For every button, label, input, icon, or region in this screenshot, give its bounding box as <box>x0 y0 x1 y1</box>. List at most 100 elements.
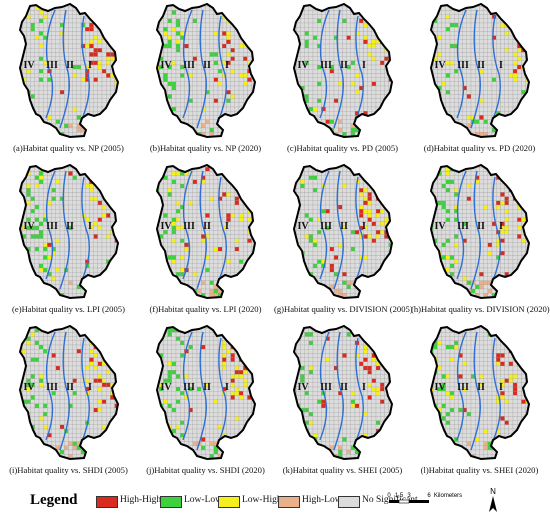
zone-boundary <box>470 170 481 290</box>
panel-caption: (k)Habitat quality vs. SHEI (2005) <box>282 465 403 475</box>
zone-label: III <box>320 382 332 393</box>
zone-label: IV <box>434 382 446 393</box>
region-boundary <box>18 163 120 300</box>
zone-label: II <box>203 382 211 393</box>
region-boundary <box>155 163 257 300</box>
region-boundary <box>429 163 531 300</box>
zone-label: IV <box>297 60 309 71</box>
legend: Legend High-High Low-Low Low-High High-L… <box>0 484 550 516</box>
lisa-cluster-map: IV III II I <box>155 163 257 300</box>
zone-boundary <box>216 176 227 286</box>
zone-boundary <box>333 170 344 290</box>
zone-boundary <box>216 15 227 125</box>
zone-label: III <box>320 221 332 232</box>
panel-caption: (j)Habitat quality vs. SHDI (2020) <box>146 465 265 475</box>
zone-label: IV <box>23 221 35 232</box>
region-boundary <box>429 2 531 139</box>
grid-cells <box>431 165 529 298</box>
region-boundary <box>155 324 257 461</box>
panel-caption: (g)Habitat quality vs. DIVISION (2005) <box>274 304 413 314</box>
zone-boundary <box>182 170 193 280</box>
grid-cells <box>431 326 529 459</box>
zone-boundary <box>182 9 193 119</box>
zone-label: I <box>362 382 366 393</box>
grid-cells <box>157 326 255 459</box>
zone-label: II <box>477 221 485 232</box>
zone-boundary <box>490 15 501 125</box>
zone-boundary <box>456 170 467 280</box>
zone-boundary <box>59 170 70 290</box>
zone-label: III <box>320 60 332 71</box>
zone-label: III <box>457 60 469 71</box>
grid-cells <box>294 326 392 459</box>
zone-boundary <box>470 9 481 129</box>
panel-caption: (f)Habitat quality vs. LPI (2020) <box>149 304 262 314</box>
panel-caption: (c)Habitat quality vs. PD (2005) <box>287 143 398 153</box>
legend-swatch <box>338 496 360 508</box>
zone-boundary <box>59 9 70 129</box>
map-panel: IV III II I (d)Habitat quality vs. PD (2020) <box>411 0 548 161</box>
zone-label: I <box>88 221 92 232</box>
zone-label: III <box>183 382 195 393</box>
zone-boundary <box>490 337 501 447</box>
panel-caption: (i)Habitat quality vs. SHDI (2005) <box>9 465 128 475</box>
region-boundary <box>292 2 394 139</box>
legend-title: Legend <box>30 492 78 508</box>
scale-unit: Kilometers <box>434 493 462 499</box>
lisa-cluster-map: IV III II I <box>292 324 394 461</box>
zone-label: II <box>66 382 74 393</box>
zone-label: III <box>46 60 58 71</box>
zone-boundary <box>45 170 56 280</box>
zone-boundary <box>353 176 364 286</box>
legend-swatch <box>278 496 300 508</box>
region-boundary <box>292 163 394 300</box>
zone-boundary <box>333 331 344 451</box>
zone-label: II <box>203 221 211 232</box>
zone-label: II <box>340 221 348 232</box>
panel-caption: (h)Habitat quality vs. DIVISION (2020) <box>411 304 550 314</box>
zone-label: IV <box>297 382 309 393</box>
zone-boundary <box>79 337 90 447</box>
zone-label: IV <box>160 382 172 393</box>
zone-label: I <box>362 60 366 71</box>
zone-label: IV <box>297 221 309 232</box>
panel-caption: (a)Habitat quality vs. NP (2005) <box>13 143 124 153</box>
scale-tick-3: 6 <box>427 493 431 499</box>
region-boundary <box>292 324 394 461</box>
zone-label: IV <box>23 60 35 71</box>
zone-label: III <box>457 221 469 232</box>
zone-label: III <box>183 60 195 71</box>
lisa-cluster-map: IV III II I <box>429 324 531 461</box>
legend-swatch <box>218 496 240 508</box>
zone-label: I <box>499 60 503 71</box>
zone-boundary <box>490 176 501 286</box>
grid-cells <box>20 4 118 137</box>
zone-label: II <box>203 60 211 71</box>
zone-boundary <box>182 331 193 441</box>
zone-label: IV <box>160 221 172 232</box>
zone-label: IV <box>434 221 446 232</box>
zone-label: III <box>457 382 469 393</box>
map-panel: IV III II I (l)Habitat quality vs. SHEI (202… <box>411 322 548 483</box>
zone-boundary <box>319 331 330 441</box>
grid-cells <box>294 4 392 137</box>
lisa-cluster-map: IV III II I <box>155 2 257 139</box>
zone-boundary <box>216 337 227 447</box>
zone-label: III <box>46 382 58 393</box>
panel-caption: (b)Habitat quality vs. NP (2020) <box>149 143 262 153</box>
zone-boundary <box>79 176 90 286</box>
zone-label: IV <box>434 60 446 71</box>
zone-label: I <box>225 60 229 71</box>
zone-boundary <box>196 9 207 129</box>
zone-boundary <box>59 331 70 451</box>
legend-label: Low-High <box>242 495 282 505</box>
map-panel: IV III II I (b)Habitat quality vs. NP (2020) <box>137 0 274 161</box>
zone-boundary <box>456 331 467 441</box>
lisa-cluster-map: IV III II I <box>18 163 120 300</box>
scale-segment <box>389 500 399 503</box>
zone-label: IV <box>160 60 172 71</box>
zone-label: II <box>66 221 74 232</box>
lisa-cluster-map: IV III II I <box>155 324 257 461</box>
zone-label: I <box>362 221 366 232</box>
zone-boundary <box>319 170 330 280</box>
